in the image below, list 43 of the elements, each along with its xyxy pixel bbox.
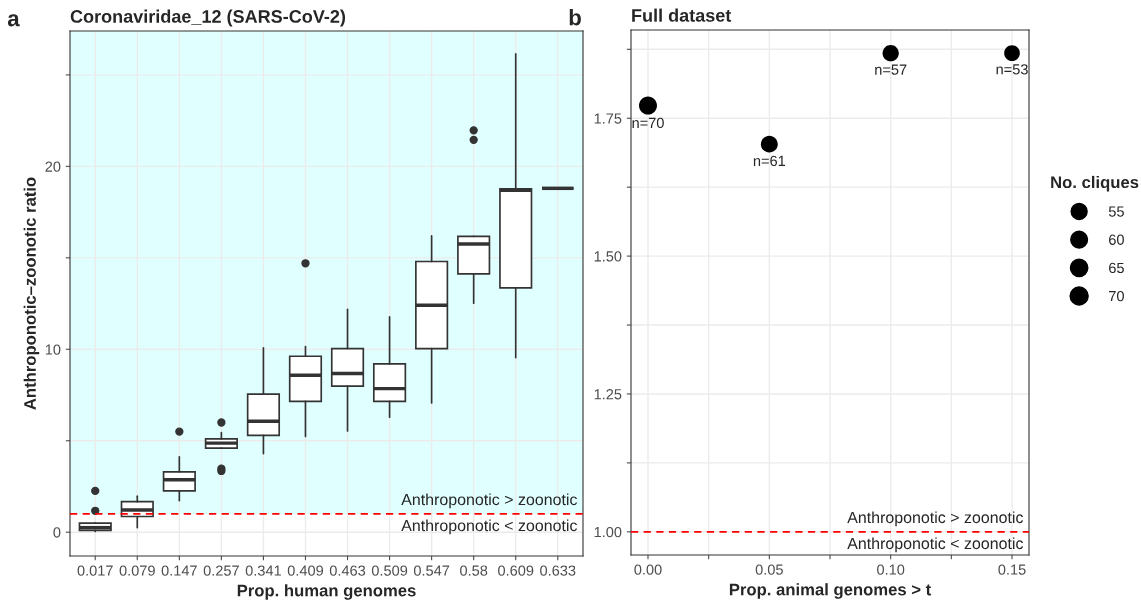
data-label: n=53 (996, 64, 1028, 75)
legend-label: 55 (1108, 206, 1124, 217)
y-axis-title: Anthroponotic–zoonotic ratio (23, 177, 40, 410)
x-tick-label: 0.017 (77, 565, 113, 576)
legend-label: 65 (1109, 262, 1124, 274)
x-tick-label: 0.05 (755, 564, 783, 575)
x-tick-label: 0.257 (203, 565, 239, 576)
y-tick-label: 1.25 (594, 389, 622, 400)
x-axis-title: Prop. human genomes (237, 584, 416, 600)
x-tick-label: 0.58 (460, 565, 488, 576)
x-tick-label: 0.633 (540, 565, 576, 576)
x-tick-label: 0.547 (413, 565, 450, 576)
x-tick-label: 0.10 (877, 564, 905, 575)
y-tick-label: 20 (45, 161, 61, 172)
y-tick-label: 1.75 (594, 113, 622, 124)
legend-label: 70 (1109, 290, 1124, 302)
text: a (7, 14, 20, 27)
x-tick-label: 0.00 (634, 564, 662, 575)
legend-title: No. cliques (1051, 175, 1139, 192)
annotation: Anthroponotic > zoonotic (847, 511, 1024, 527)
x-tick-label: 0.079 (119, 565, 155, 576)
data-label: n=61 (753, 155, 786, 167)
y-tick-label: 1.50 (594, 251, 622, 262)
annotation: Anthroponotic < zoonotic (401, 519, 578, 535)
legend-label: 60 (1109, 234, 1124, 245)
y-tick-label: 0 (53, 527, 61, 538)
chart-title: Coronaviridae_12 (SARS-CoV-2) (70, 9, 346, 27)
x-tick-label: 0.147 (161, 565, 197, 576)
x-tick-label: 0.15 (998, 564, 1026, 575)
x-tick-label: 0.463 (329, 565, 366, 576)
x-tick-label: 0.609 (498, 565, 534, 576)
annotation: Anthroponotic < zoonotic (847, 537, 1024, 553)
chart-title: Full dataset (632, 8, 732, 22)
data-label: n=57 (875, 64, 907, 75)
y-tick-label: 1.00 (594, 526, 622, 538)
x-axis-title: Prop. animal genomes > t (729, 583, 931, 599)
x-tick-label: 0.509 (371, 565, 408, 576)
x-tick-label: 0.409 (287, 565, 324, 576)
data-label: n=70 (632, 117, 664, 129)
x-tick-label: 0.341 (245, 565, 281, 576)
annotation: Anthroponotic > zoonotic (401, 493, 578, 509)
text: b (569, 9, 581, 26)
y-tick-label: 10 (45, 344, 61, 355)
